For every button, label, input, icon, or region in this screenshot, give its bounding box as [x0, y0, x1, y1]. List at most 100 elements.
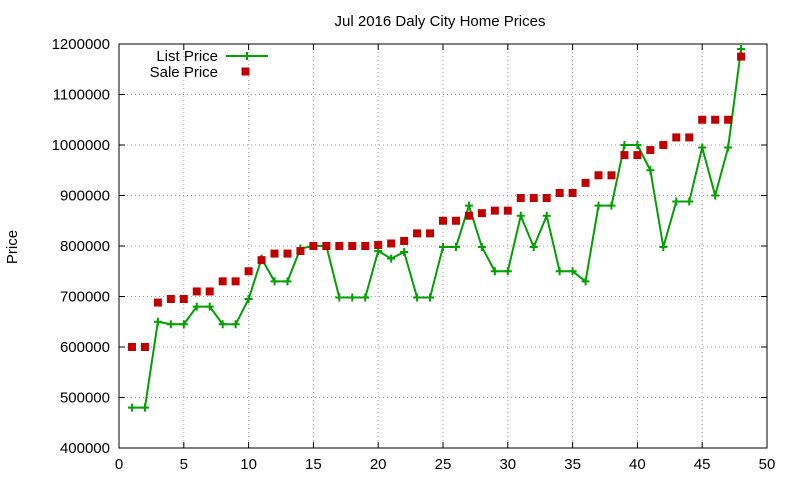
data-point-list-price: [620, 141, 629, 149]
data-point-list-price: [451, 243, 460, 252]
data-point-sale-price: [633, 151, 642, 160]
data-point-list-price: [698, 143, 707, 152]
data-point-list-price: [179, 320, 188, 329]
data-point-sale-price: [387, 239, 396, 248]
y-axis-label: Price: [4, 230, 21, 264]
data-point-sale-price: [166, 295, 175, 304]
data-point-list-price: [361, 293, 370, 302]
data-point-sale-price: [659, 141, 668, 149]
legend-label-sale-price: Sale Price: [150, 64, 218, 81]
data-point-list-price: [633, 141, 642, 149]
y-tick-label: 1000000: [52, 137, 110, 154]
data-point-list-price: [348, 293, 357, 302]
data-point-sale-price: [503, 206, 512, 215]
data-point-sale-price: [516, 194, 525, 203]
data-point-sale-price: [192, 287, 201, 296]
data-point-sale-price: [322, 242, 331, 250]
data-point-sale-price: [646, 146, 655, 155]
x-tick-label: 30: [499, 456, 516, 473]
data-point-list-price: [607, 201, 616, 210]
y-tick-label: 700000: [60, 289, 110, 306]
data-point-list-price: [724, 143, 733, 152]
x-tick-label: 45: [694, 456, 711, 473]
data-point-sale-price: [672, 133, 681, 142]
data-point-sale-price: [685, 133, 694, 142]
data-point-sale-price: [490, 206, 499, 215]
grid-lines: [119, 44, 767, 448]
data-point-list-price: [426, 293, 435, 302]
data-point-sale-price: [568, 188, 577, 197]
data-point-list-price: [477, 243, 486, 252]
data-point-sale-price: [477, 209, 486, 218]
data-point-sale-price: [335, 242, 344, 250]
data-point-sale-price: [426, 229, 435, 238]
x-tick-label: 50: [759, 456, 776, 473]
data-point-list-price: [140, 403, 149, 412]
data-point-list-price: [400, 248, 409, 257]
data-point-list-price: [503, 267, 512, 276]
data-point-sale-price: [309, 242, 318, 250]
data-point-sale-price: [296, 247, 305, 256]
data-point-sale-price: [257, 256, 266, 265]
data-point-sale-price: [737, 52, 746, 61]
data-point-list-price: [153, 317, 162, 326]
x-axis-tick-labels: 0 5 10 15 20 25 30 35 40 45 50: [115, 456, 776, 473]
data-point-sale-price: [594, 171, 603, 180]
data-point-list-price: [244, 295, 253, 304]
chart-title: Jul 2016 Daly City Home Prices: [335, 13, 546, 30]
data-point-sale-price: [374, 240, 383, 249]
data-point-sale-price: [620, 151, 629, 160]
data-point-list-price: [685, 197, 694, 206]
data-point-sale-price: [244, 267, 253, 276]
data-point-sale-price: [555, 188, 564, 197]
data-point-list-price: [218, 320, 227, 329]
x-tick-label: 15: [305, 456, 322, 473]
data-point-list-price: [413, 293, 422, 302]
x-tick-label: 5: [180, 456, 188, 473]
data-point-list-price: [270, 277, 279, 286]
axis-ticks: [118, 43, 768, 449]
y-tick-label: 900000: [60, 188, 110, 205]
data-point-list-price: [594, 201, 603, 210]
data-point-list-price: [231, 320, 240, 329]
y-tick-label: 1100000: [53, 87, 110, 104]
data-point-list-price: [464, 201, 473, 210]
x-tick-label: 35: [564, 456, 581, 473]
data-point-sale-price: [205, 287, 214, 296]
data-point-list-price: [646, 166, 655, 175]
data-point-list-price: [659, 243, 668, 252]
x-tick-label: 0: [115, 456, 123, 473]
data-point-sale-price: [542, 194, 551, 203]
data-point-list-price: [205, 302, 214, 311]
data-point-sale-price: [529, 194, 538, 203]
legend-label-list-price: List Price: [156, 48, 218, 65]
data-point-list-price: [283, 277, 292, 286]
data-point-sale-price: [283, 249, 292, 258]
y-tick-label: 600000: [60, 339, 110, 356]
y-axis-tick-labels: 400000 500000 600000 700000 800000 900000 1000…: [52, 36, 110, 457]
series-sale-price: [127, 52, 746, 351]
data-point-sale-price: [413, 229, 422, 238]
x-tick-label: 25: [435, 456, 452, 473]
data-point-list-price: [387, 254, 396, 263]
x-tick-label: 10: [240, 456, 257, 473]
y-tick-label: 400000: [60, 440, 110, 457]
data-point-sale-price: [127, 343, 136, 351]
data-point-list-price: [529, 243, 538, 252]
data-point-sale-price: [153, 298, 162, 307]
data-point-list-price: [555, 267, 564, 276]
data-point-list-price: [568, 267, 577, 276]
data-point-sale-price: [231, 277, 240, 286]
data-point-sale-price: [464, 211, 473, 220]
data-point-list-price: [581, 277, 590, 286]
data-point-sale-price: [140, 343, 149, 351]
legend: List Price Sale Price: [150, 48, 268, 81]
legend-marker-sale-price: [241, 67, 250, 76]
data-point-list-price: [711, 191, 720, 200]
x-tick-label: 40: [629, 456, 646, 473]
data-point-list-price: [516, 211, 525, 220]
data-point-sale-price: [724, 115, 733, 124]
